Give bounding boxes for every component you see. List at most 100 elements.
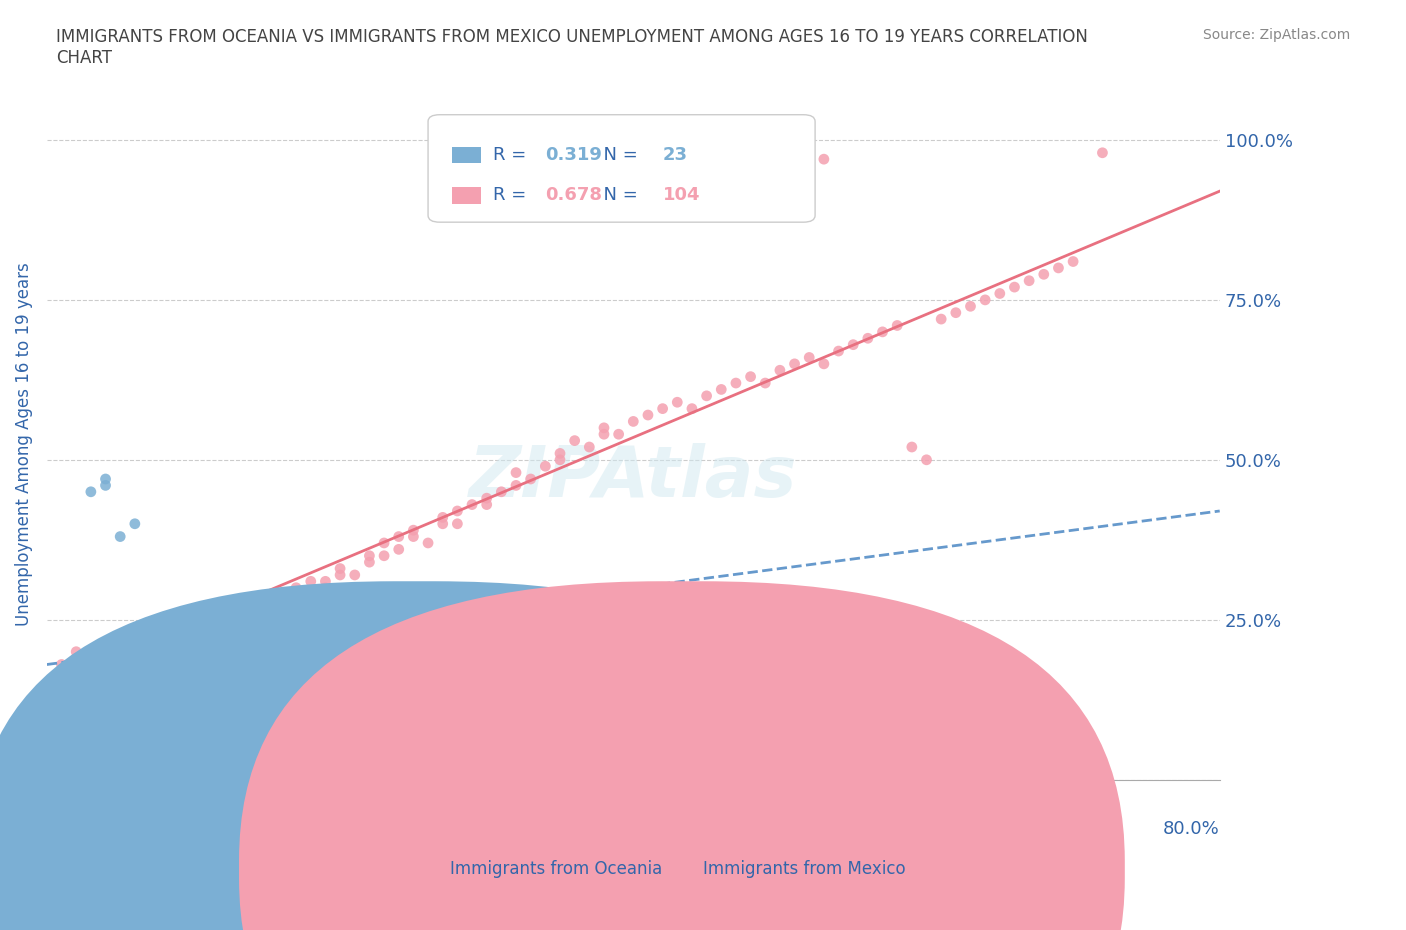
Point	[842, 338, 865, 352]
Point	[108, 529, 131, 544]
Point	[124, 651, 146, 666]
Text: N =: N =	[592, 186, 644, 205]
Point	[256, 593, 278, 608]
Point	[197, 631, 219, 646]
Point	[211, 618, 233, 633]
Point	[534, 458, 557, 473]
Point	[270, 600, 292, 615]
Text: 23: 23	[662, 146, 688, 164]
Point	[666, 395, 689, 410]
Point	[65, 644, 87, 659]
Point	[285, 600, 308, 615]
Point	[167, 638, 190, 653]
Point	[1018, 273, 1040, 288]
Point	[343, 567, 366, 582]
Point	[51, 658, 73, 672]
Point	[988, 286, 1011, 301]
Point	[754, 376, 776, 391]
Point	[1004, 280, 1026, 295]
Text: 0.678: 0.678	[546, 186, 602, 205]
Point	[240, 612, 263, 627]
Point	[783, 356, 806, 371]
Text: Immigrants from Mexico: Immigrants from Mexico	[703, 860, 905, 878]
Point	[696, 389, 718, 404]
Point	[432, 510, 454, 525]
Point	[65, 651, 87, 666]
Point	[637, 407, 659, 422]
Point	[681, 401, 703, 416]
Point	[1091, 145, 1114, 160]
Text: 80.0%: 80.0%	[1163, 820, 1220, 838]
Point	[959, 299, 981, 313]
Point	[548, 446, 571, 461]
Point	[226, 625, 249, 640]
Text: Source: ZipAtlas.com: Source: ZipAtlas.com	[1202, 28, 1350, 42]
Point	[769, 363, 792, 378]
Point	[153, 631, 176, 646]
Text: N =: N =	[592, 146, 644, 164]
Point	[388, 542, 411, 557]
Text: R =: R =	[492, 186, 531, 205]
Point	[827, 343, 849, 358]
Point	[138, 651, 160, 666]
Point	[1062, 254, 1084, 269]
Point	[80, 658, 103, 672]
Point	[167, 625, 190, 640]
Point	[578, 440, 600, 455]
Point	[1032, 267, 1054, 282]
Point	[593, 427, 616, 442]
Point	[799, 350, 821, 365]
Point	[270, 663, 292, 678]
Point	[710, 382, 733, 397]
Point	[329, 561, 352, 576]
Point	[285, 580, 308, 595]
Point	[461, 498, 484, 512]
Point	[886, 318, 908, 333]
Point	[813, 152, 835, 166]
Point	[681, 158, 703, 173]
Point	[359, 554, 381, 569]
Point	[402, 529, 425, 544]
Text: Immigrants from Oceania: Immigrants from Oceania	[450, 860, 662, 878]
Point	[724, 376, 747, 391]
Point	[94, 478, 117, 493]
Point	[593, 420, 616, 435]
Point	[153, 644, 176, 659]
Text: IMMIGRANTS FROM OCEANIA VS IMMIGRANTS FROM MEXICO UNEMPLOYMENT AMONG AGES 16 TO : IMMIGRANTS FROM OCEANIA VS IMMIGRANTS FR…	[56, 28, 1088, 67]
FancyBboxPatch shape	[451, 187, 481, 204]
FancyBboxPatch shape	[451, 147, 481, 164]
Point	[373, 536, 395, 551]
Point	[138, 644, 160, 659]
Point	[666, 165, 689, 179]
Point	[94, 472, 117, 486]
Point	[183, 638, 205, 653]
Point	[402, 523, 425, 538]
Point	[138, 638, 160, 653]
Y-axis label: Unemployment Among Ages 16 to 19 years: Unemployment Among Ages 16 to 19 years	[15, 262, 32, 626]
Point	[299, 587, 322, 602]
Point	[915, 452, 938, 467]
Text: 104: 104	[662, 186, 700, 205]
Point	[256, 651, 278, 666]
Point	[329, 567, 352, 582]
Point	[856, 331, 879, 346]
Point	[329, 658, 352, 672]
Point	[211, 644, 233, 659]
Point	[388, 529, 411, 544]
Point	[124, 631, 146, 646]
Point	[651, 401, 673, 416]
Point	[607, 427, 630, 442]
Point	[197, 625, 219, 640]
Text: 0.0%: 0.0%	[46, 820, 93, 838]
Point	[299, 651, 322, 666]
Point	[548, 452, 571, 467]
Point	[446, 651, 468, 666]
Point	[270, 593, 292, 608]
Point	[80, 485, 103, 499]
Text: 0.319: 0.319	[546, 146, 602, 164]
Point	[314, 580, 336, 595]
Text: R =: R =	[492, 146, 531, 164]
Point	[945, 305, 967, 320]
Point	[505, 478, 527, 493]
Point	[446, 516, 468, 531]
